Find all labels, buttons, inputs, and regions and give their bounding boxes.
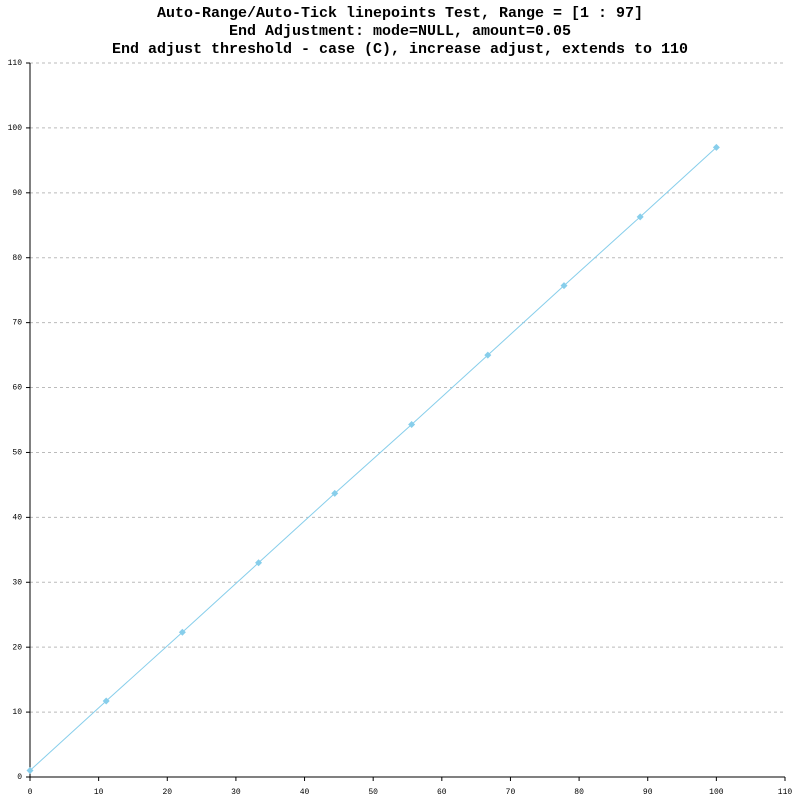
x-tick-label: 70: [506, 788, 516, 797]
data-line: [29, 147, 717, 771]
x-tick-label: 0: [28, 788, 33, 797]
chart-subtitle: End adjust threshold - case (C), increas…: [112, 41, 688, 58]
data-point: [255, 559, 263, 567]
x-tick-label: 10: [94, 788, 104, 797]
x-tick-label: 60: [437, 788, 447, 797]
y-tick-label: 110: [8, 59, 23, 68]
data-point: [26, 767, 34, 775]
x-tick-label: 50: [368, 788, 378, 797]
y-tick-label: 90: [12, 189, 22, 198]
y-tick-label: 100: [8, 124, 23, 133]
data-point: [484, 351, 492, 359]
x-tick-label: 100: [709, 788, 724, 797]
y-tick-label: 40: [12, 513, 22, 522]
y-tick-label: 0: [17, 773, 22, 782]
data-point: [712, 143, 720, 151]
x-tick-label: 110: [778, 788, 793, 797]
data-point: [178, 628, 186, 636]
y-tick-label: 30: [12, 578, 22, 587]
x-tick-label: 40: [300, 788, 310, 797]
x-tick-label: 90: [643, 788, 653, 797]
data-point: [331, 489, 339, 497]
x-tick-label: 80: [574, 788, 584, 797]
y-tick-label: 80: [12, 254, 22, 263]
chart-subtitle: End Adjustment: mode=NULL, amount=0.05: [229, 23, 571, 40]
chart-title: Auto-Range/Auto-Tick linepoints Test, Ra…: [157, 5, 643, 22]
y-tick-label: 20: [12, 643, 22, 652]
data-point: [102, 697, 110, 705]
y-tick-label: 10: [12, 708, 22, 717]
data-point: [408, 421, 416, 429]
y-tick-label: 60: [12, 384, 22, 393]
data-point: [636, 213, 644, 221]
data-point: [560, 282, 568, 290]
x-tick-label: 20: [162, 788, 172, 797]
x-tick-label: 30: [231, 788, 241, 797]
y-tick-label: 50: [12, 449, 22, 458]
y-tick-label: 70: [12, 319, 22, 328]
